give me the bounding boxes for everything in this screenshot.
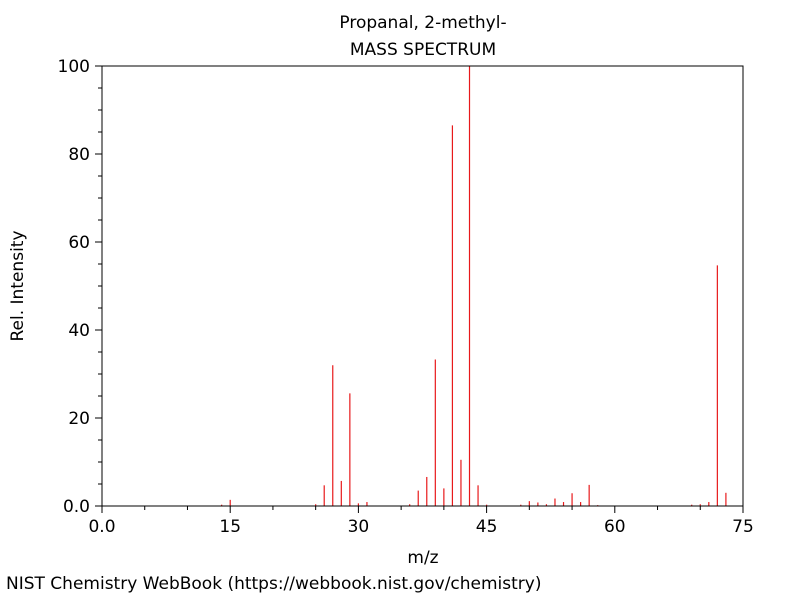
y-tick-label: 0.0 [63,497,90,517]
y-tick-label: 80 [68,145,90,165]
y-tick-label: 20 [68,409,90,429]
x-tick-label: 30 [348,517,370,537]
y-tick-label: 100 [58,57,90,77]
y-axis-label: Rel. Intensity [8,230,28,341]
y-tick-label: 40 [68,321,90,341]
x-tick-label: 45 [476,517,498,537]
chart-subtitle: MASS SPECTRUM [350,40,496,60]
x-tick-label: 60 [604,517,626,537]
source-credit: NIST Chemistry WebBook (https://webbook.… [6,574,542,594]
chart-title: Propanal, 2-methyl- [339,13,506,33]
plot-frame [101,65,744,507]
peak-series [221,66,727,506]
x-tick-label: 75 [732,517,754,537]
x-tick-label: 0.0 [88,517,115,537]
x-tick-label: 15 [219,517,241,537]
axis-ticks: 0.0 15 30 45 60 75 0.0 20 40 60 80 100 [58,57,754,537]
x-axis-label: m/z [407,548,438,568]
y-tick-label: 60 [68,233,90,253]
